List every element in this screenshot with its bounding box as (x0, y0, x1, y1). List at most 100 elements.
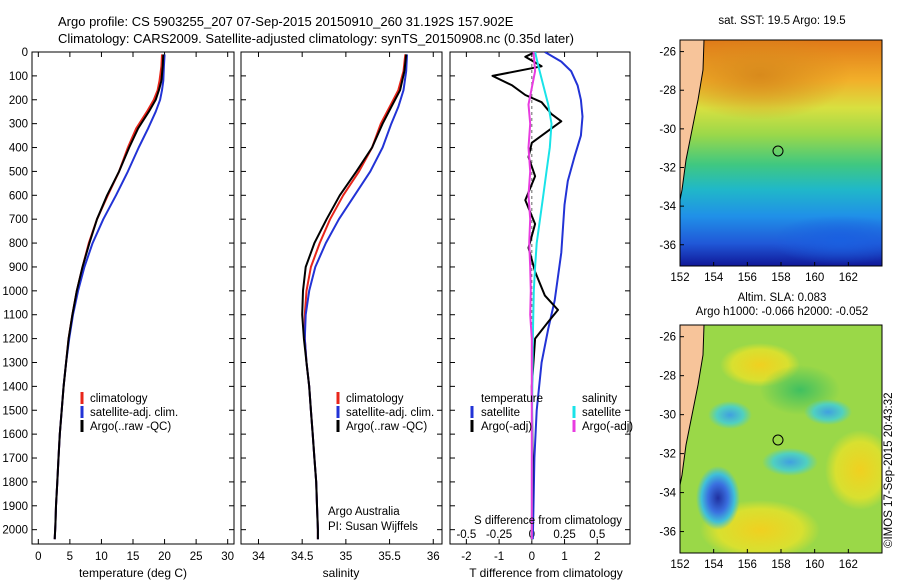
lat-tick-label: -34 (659, 488, 676, 500)
lon-tick-label: 156 (738, 272, 757, 284)
sst-map-ticks: 152 154 156 158 160 162 -26 -28 -30 -32 -34 -36 (659, 47, 858, 284)
land-mass (680, 40, 705, 201)
x-tick-label: 25 (190, 551, 203, 563)
legend-label-satellite: satellite-adj. clim. (90, 407, 178, 419)
sla-low-2 (762, 448, 818, 476)
y-tick-label: 1800 (2, 477, 28, 489)
temperature-panel: 0 5 10 15 20 25 300100200300400500600700800900… (2, 47, 235, 580)
sla-map-subtitle: Argo h1000: -0.066 h2000: -0.052 (696, 306, 869, 318)
salinity-panel: 34 34.5 35 35.5 36 climatology satellite-adj… (240, 51, 443, 580)
legend-label-t-argo: Argo(-adj) (481, 421, 532, 433)
lon-tick-label: 154 (704, 559, 724, 571)
temperature-legend: climatology satellite-adj. clim. Argo(..… (80, 392, 178, 433)
sla-low-eddy (696, 466, 740, 530)
y-tick-label: 2000 (2, 525, 28, 537)
difference-axes-frame (449, 51, 631, 545)
legend-label-argo: Argo(..raw -QC) (346, 421, 427, 433)
lon-tick-label: 162 (839, 559, 858, 571)
lat-tick-label: -26 (659, 47, 676, 59)
legend-title-temperature: temperature (481, 393, 543, 405)
y-tick-label: 1700 (2, 453, 28, 465)
lat-tick-label: -36 (659, 527, 676, 539)
sst-warm-patch (680, 40, 850, 120)
x-tick-label: 34.5 (291, 551, 313, 563)
lon-tick-label: 162 (839, 272, 858, 284)
lon-tick-label: 152 (670, 272, 689, 284)
y-tick-label: 500 (9, 166, 28, 178)
y-tick-label: 1400 (2, 381, 28, 393)
lat-tick-label: -36 (659, 240, 676, 252)
series-line-s-satellite (530, 52, 553, 540)
temperature-series (53, 54, 166, 540)
lat-tick-label: -32 (659, 449, 676, 461)
sst-map: sat. SST: 19.5 Argo: 19.5 152 154 156 158 16… (659, 15, 883, 284)
lon-tick-label: 160 (805, 272, 824, 284)
x-tick-label: -1 (494, 551, 504, 563)
legend-title-salinity: salinity (582, 393, 617, 405)
legend-label-s-satellite: satellite (582, 407, 621, 419)
sla-map: Altim. SLA: 0.083 Argo h1000: -0.066 h20… (659, 292, 883, 571)
legend-label-climatology: climatology (90, 393, 148, 405)
legend-label-t-satellite: satellite (481, 407, 520, 419)
difference-top-xlabel: S difference from climatology (474, 515, 622, 527)
top-x-tick-label: -0.5 (456, 529, 476, 541)
x-tick-label: 35 (339, 551, 352, 563)
y-tick-label: 1900 (2, 501, 28, 513)
salinity-ticks: 34 34.5 35 35.5 36 (241, 51, 442, 563)
sst-map-image (680, 40, 882, 266)
top-x-tick-label: 0.5 (589, 529, 605, 541)
series-line-argo-raw-qc- (53, 54, 165, 540)
y-tick-label: 300 (9, 119, 28, 131)
x-tick-label: 0 (35, 551, 41, 563)
temperature-axes-frame (31, 51, 235, 545)
y-tick-label: 0 (22, 47, 28, 59)
series-line-climatology (53, 54, 163, 540)
x-tick-label: 35.5 (378, 551, 400, 563)
temperature-ticks: 0 5 10 15 20 25 300100200300400500600700800900… (2, 47, 234, 563)
sst-cool-patch (770, 215, 882, 265)
x-tick-label: 30 (221, 551, 234, 563)
salinity-xlabel: salinity (323, 566, 360, 580)
land-mass (680, 325, 705, 486)
series-line-t-argo-adj- (491, 52, 563, 540)
series-line-s-argo-adj- (527, 52, 537, 540)
lat-tick-label: -28 (659, 371, 676, 383)
legend-label-climatology: climatology (346, 393, 404, 405)
sla-low-3 (804, 399, 852, 425)
top-x-tick-label: -0.25 (486, 529, 512, 541)
difference-series (491, 52, 584, 544)
x-tick-label: 1 (561, 551, 567, 563)
difference-xlabel: T difference from climatology (469, 566, 623, 580)
lat-tick-label: -32 (659, 162, 676, 174)
lat-tick-label: -34 (659, 201, 676, 213)
lon-tick-label: 158 (771, 272, 790, 284)
y-tick-label: 600 (9, 190, 28, 202)
x-tick-label: 0 (529, 551, 535, 563)
figure-title: Argo profile: CS 5903255_207 07-Sep-2015… (58, 14, 514, 29)
y-tick-label: 100 (9, 71, 28, 83)
lon-tick-label: 152 (670, 559, 689, 571)
difference-legend: temperature salinity satellite Argo(-adj… (470, 393, 633, 433)
series-line-satellite-adj-clim- (303, 54, 408, 540)
series-line-argo-raw-qc- (301, 54, 408, 540)
y-tick-label: 1100 (3, 310, 28, 322)
figure-subtitle: Climatology: CARS2009. Satellite-adjuste… (58, 31, 574, 46)
sla-low-1 (708, 401, 752, 429)
lat-tick-label: -26 (659, 332, 676, 344)
x-tick-label: 15 (127, 551, 140, 563)
legend-label-satellite: satellite-adj. clim. (346, 407, 434, 419)
y-tick-label: 1600 (2, 429, 28, 441)
x-tick-label: 5 (67, 551, 73, 563)
y-tick-label: 1300 (2, 357, 28, 369)
sla-map-ticks: 152 154 156 158 160 162 -26 -28 -30 -32 -34 -36 (659, 332, 858, 571)
y-tick-label: 200 (9, 95, 28, 107)
lon-tick-label: 158 (771, 559, 790, 571)
top-x-tick-label: 0.25 (553, 529, 575, 541)
lat-tick-label: -30 (659, 124, 676, 136)
temperature-xlabel: temperature (deg C) (79, 566, 187, 580)
series-line-t-satellite (531, 52, 584, 540)
x-tick-label: -2 (461, 551, 471, 563)
salinity-axes-frame (240, 51, 443, 545)
